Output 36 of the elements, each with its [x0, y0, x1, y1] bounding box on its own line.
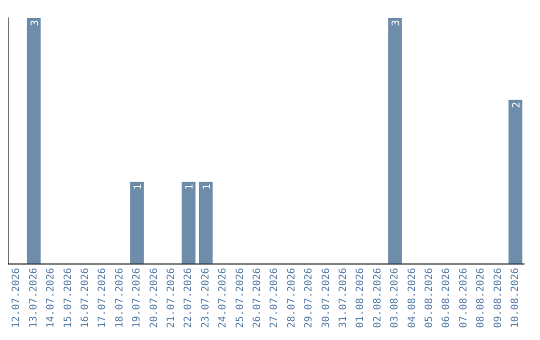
x-tick-label: 26.07.2026	[252, 268, 263, 328]
x-tick-label: 12.07.2026	[11, 268, 22, 328]
x-tick-label: 05.08.2026	[424, 268, 435, 328]
x-tick-label: 04.08.2026	[406, 268, 418, 328]
data-label: 1	[202, 184, 213, 190]
x-tick-label: 13.07.2026	[28, 268, 40, 328]
data-label: 3	[30, 20, 41, 26]
x-tick-label: 30.07.2026	[320, 268, 332, 328]
x-tick-label: 10.08.2026	[510, 268, 521, 328]
x-tick-label: 28.07.2026	[286, 268, 298, 328]
data-label: 1	[184, 184, 196, 190]
x-tick-label: 23.07.2026	[200, 268, 212, 328]
x-tick-label: 27.07.2026	[269, 268, 280, 328]
x-tick-label: 29.07.2026	[304, 268, 315, 328]
x-tick-label: 20.07.2026	[148, 268, 160, 328]
x-tick-label: 19.07.2026	[132, 268, 143, 328]
x-tick-label: 01.08.2026	[355, 268, 366, 328]
x-tick-label: 15.07.2026	[62, 268, 74, 328]
x-tick-label: 31.07.2026	[338, 268, 349, 328]
x-tick-label: 16.07.2026	[80, 268, 91, 328]
data-label: 1	[133, 184, 144, 190]
data-label: 2	[511, 102, 522, 108]
x-tick-label: 14.07.2026	[46, 268, 57, 328]
x-tick-label: 09.08.2026	[492, 268, 504, 328]
data-label: 3	[391, 20, 402, 26]
x-tick-label: 22.07.2026	[183, 268, 194, 328]
x-tick-label: 06.08.2026	[441, 268, 452, 328]
x-tick-label: 18.07.2026	[114, 268, 126, 328]
x-tick-label: 08.08.2026	[476, 268, 487, 328]
x-tick-label: 02.08.2026	[372, 268, 384, 328]
x-tick-label: 07.08.2026	[458, 268, 470, 328]
x-tick-label: 21.07.2026	[166, 268, 177, 328]
x-tick-label: 24.07.2026	[218, 268, 229, 328]
x-tick-label: 17.07.2026	[97, 268, 108, 328]
x-tick-label: 03.08.2026	[390, 268, 401, 328]
x-tick-label: 25.07.2026	[234, 268, 246, 328]
